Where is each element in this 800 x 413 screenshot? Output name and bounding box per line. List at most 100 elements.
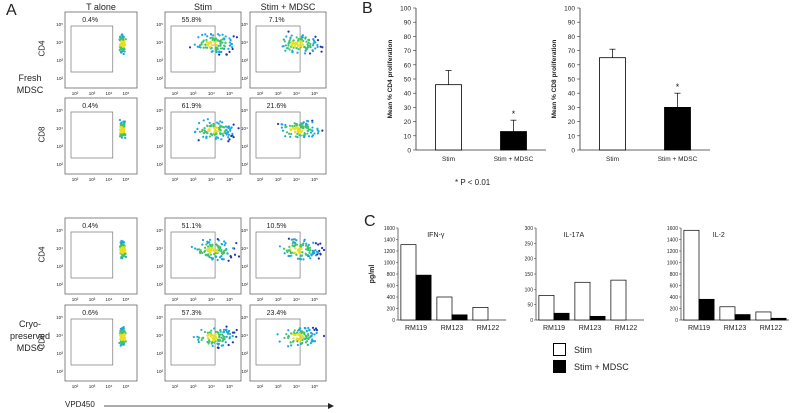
- dot: [120, 257, 124, 260]
- dot: [287, 329, 290, 332]
- dot: [293, 122, 296, 125]
- y-tick-label: 10⁵: [241, 22, 248, 27]
- dot: [305, 329, 308, 332]
- dot: [226, 126, 229, 129]
- dot: [124, 255, 128, 259]
- y-tick-label: 10⁵: [241, 108, 248, 113]
- dot: [226, 332, 230, 335]
- x-tick-label: RM119: [405, 325, 427, 332]
- y-tick-label: 10⁵: [156, 108, 163, 113]
- y-tick-label: 10³: [56, 58, 63, 63]
- dot: [300, 124, 303, 127]
- dot: [218, 249, 221, 252]
- dot: [217, 333, 221, 336]
- dot: [307, 41, 310, 44]
- dot: [208, 135, 211, 138]
- plot-frame: [249, 11, 327, 89]
- dot: [211, 258, 214, 261]
- dot: [216, 33, 220, 36]
- dot: [220, 254, 223, 258]
- dot: [198, 336, 201, 339]
- dot: [290, 344, 293, 347]
- dot: [206, 248, 209, 251]
- dot: [287, 249, 290, 252]
- dot: [295, 243, 299, 246]
- x-tick-label: 10⁵: [122, 177, 129, 182]
- gate-box: [255, 318, 301, 366]
- dot: [235, 335, 238, 338]
- y-tick-label: 200: [525, 257, 534, 263]
- dot: [304, 334, 308, 337]
- dot: [233, 331, 236, 334]
- dot: [228, 37, 231, 40]
- bar: [683, 229, 700, 321]
- dot: [278, 340, 281, 343]
- y-tick-label: 400: [387, 295, 396, 301]
- dot: [298, 332, 301, 335]
- dot: [299, 327, 302, 330]
- gate-box: [255, 231, 301, 279]
- x-tick-label: 10⁵: [226, 297, 233, 302]
- dot: [311, 249, 314, 252]
- y-tick-label: 10⁵: [156, 228, 163, 233]
- dot: [193, 43, 196, 46]
- bar: [436, 296, 453, 321]
- y-tick-label: 10²: [156, 369, 163, 374]
- dot: [306, 132, 309, 135]
- flow-plot: 10² 10³ 10⁴ 10⁵ 10² 10³ 10⁴ 10⁵ 0.4%: [56, 97, 138, 182]
- dot: [221, 121, 224, 124]
- dot: [219, 330, 222, 333]
- dot: [300, 342, 303, 345]
- dot: [118, 341, 121, 345]
- dot: [123, 337, 126, 341]
- y-tick-label: 10³: [156, 144, 163, 149]
- dot: [299, 245, 302, 248]
- dot: [229, 44, 232, 47]
- dot: [309, 42, 312, 46]
- bar: [610, 279, 627, 321]
- dot: [118, 135, 122, 138]
- y-tick-label: 10²: [56, 76, 63, 81]
- dot: [226, 252, 229, 255]
- dot: [311, 126, 314, 129]
- dot-cloud: [188, 32, 239, 56]
- dot: [119, 338, 122, 341]
- dot-cloud: [190, 238, 241, 262]
- y-tick-label: 100: [525, 287, 534, 293]
- dot: [212, 40, 215, 43]
- dot: [220, 138, 223, 141]
- dot: [314, 327, 318, 330]
- plot-frame: [249, 304, 327, 382]
- dot: [215, 136, 218, 139]
- dot: [210, 248, 213, 251]
- dot: [296, 41, 299, 44]
- dot: [121, 331, 124, 334]
- gate-percent: 51.1%: [182, 223, 202, 230]
- x-tick-label: 10⁵: [226, 91, 233, 96]
- dot: [311, 121, 314, 124]
- x-tick-label: 10⁴: [105, 384, 112, 389]
- flow-plot: 10² 10³ 10⁴ 10⁵ 10² 10³ 10⁴ 10⁵ 0.4%: [56, 11, 138, 96]
- panel-label-a: A: [6, 2, 17, 19]
- dot: [198, 45, 201, 49]
- y-tick-label: 800: [387, 272, 396, 278]
- dot: [221, 33, 224, 36]
- dot: [301, 251, 304, 254]
- dot: [209, 32, 213, 36]
- dot: [231, 341, 234, 344]
- dot: [228, 336, 231, 339]
- dot: [314, 47, 317, 50]
- dot: [221, 344, 225, 347]
- y-tick-label: 10⁴: [156, 333, 163, 338]
- dot: [206, 124, 209, 128]
- x-tick-label: 10⁵: [226, 177, 233, 182]
- dot: [306, 337, 309, 340]
- significance-marker: *: [676, 82, 680, 92]
- dot: [278, 245, 282, 248]
- dot: [315, 250, 319, 253]
- dot: [294, 41, 297, 45]
- dot: [211, 339, 214, 342]
- il2-chart: 0 200 400 600 800 1000 1200 1400 1600 IL-2 RM119 RM…: [667, 226, 789, 332]
- dot: [311, 340, 314, 343]
- dot: [295, 331, 299, 334]
